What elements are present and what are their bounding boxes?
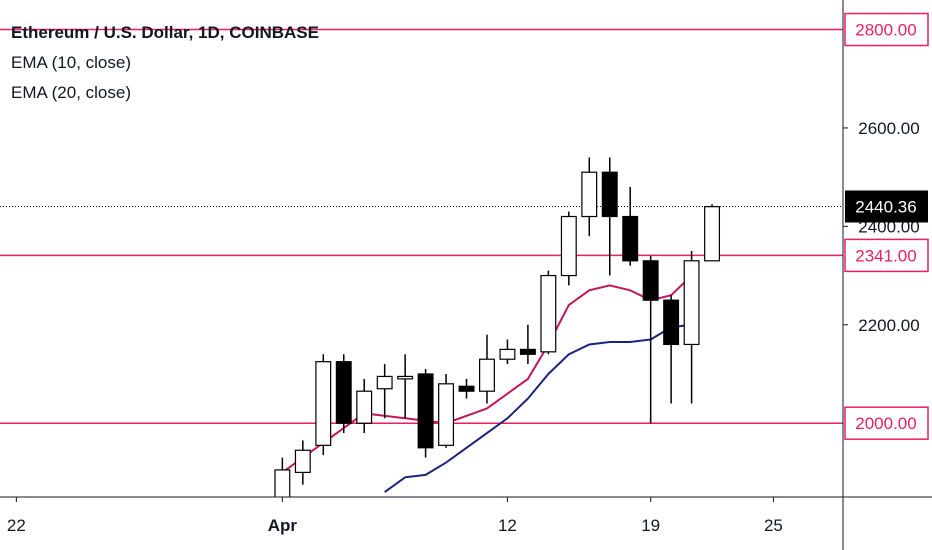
candle <box>499 339 516 365</box>
legend-ema-10: EMA (10, close) <box>11 53 131 72</box>
candle-body <box>704 206 721 262</box>
x-tick-label: 25 <box>764 516 783 535</box>
candle <box>560 211 577 286</box>
horizontal-line-tag-2 <box>844 406 929 440</box>
candle-body <box>683 260 700 346</box>
candle <box>397 354 414 419</box>
candle <box>581 157 598 237</box>
candle <box>479 334 495 404</box>
candle <box>438 373 455 448</box>
x-tick-label: 19 <box>641 516 660 535</box>
x-axis-background <box>0 497 932 550</box>
candle <box>376 364 393 419</box>
candle-body <box>397 375 414 380</box>
candle <box>458 378 475 399</box>
candle <box>540 270 557 355</box>
candles-layer <box>274 157 721 503</box>
candle <box>519 324 536 365</box>
horizontal-line-tag-0 <box>844 12 929 47</box>
candle <box>622 186 639 266</box>
legend-ema-20: EMA (20, close) <box>11 83 131 102</box>
chart-title: Ethereum / U.S. Dollar, 1D, COINBASE <box>11 23 319 42</box>
candle-body <box>560 215 577 277</box>
candle <box>642 255 659 424</box>
candle <box>683 250 700 404</box>
y-tick-label: 2600.00 <box>858 119 919 138</box>
candle <box>663 295 680 404</box>
price-tags-layer: 2800.00 2341.00 2000.00 2440.36 <box>844 12 929 440</box>
horizontal-line-tag-label-0: 2800.00 <box>855 21 916 40</box>
candle-body <box>622 215 639 262</box>
candle-body <box>519 348 536 355</box>
candle <box>335 354 352 434</box>
candle-body <box>417 373 434 449</box>
horizontal-line-tag-label-2: 2000.00 <box>855 414 916 433</box>
candle <box>356 378 373 434</box>
ema-20-line <box>384 323 692 493</box>
candle-body <box>540 274 557 353</box>
candle-body <box>335 361 352 424</box>
horizontal-line-tag-1 <box>844 238 929 273</box>
x-tick-label: Apr <box>268 516 298 535</box>
last-price-tag-label: 2440.36 <box>855 197 916 216</box>
x-tick-label: 12 <box>498 516 517 535</box>
candle <box>704 204 721 262</box>
candle-body <box>315 361 332 446</box>
candle <box>417 369 434 458</box>
candle-body <box>499 348 516 360</box>
candle-body <box>663 299 680 346</box>
candle <box>601 157 618 276</box>
candle <box>274 457 291 503</box>
candle-body <box>581 171 598 218</box>
candle-body <box>376 375 393 390</box>
candle <box>315 354 332 456</box>
candle-body <box>479 358 495 392</box>
chart-legend: Ethereum / U.S. Dollar, 1D, COINBASE EMA… <box>11 18 319 108</box>
horizontal-line-tag-label-1: 2341.00 <box>855 246 916 265</box>
candle-body <box>438 383 455 446</box>
candle-body <box>294 449 311 473</box>
candle-body <box>356 390 373 424</box>
candle-body <box>642 260 659 301</box>
y-tick-label: 2200.00 <box>858 316 919 335</box>
last-price-tag <box>845 190 928 223</box>
x-tick-label: 22 <box>7 516 26 535</box>
candle-body <box>458 385 475 392</box>
candle-body <box>601 171 618 218</box>
candle <box>294 440 311 485</box>
